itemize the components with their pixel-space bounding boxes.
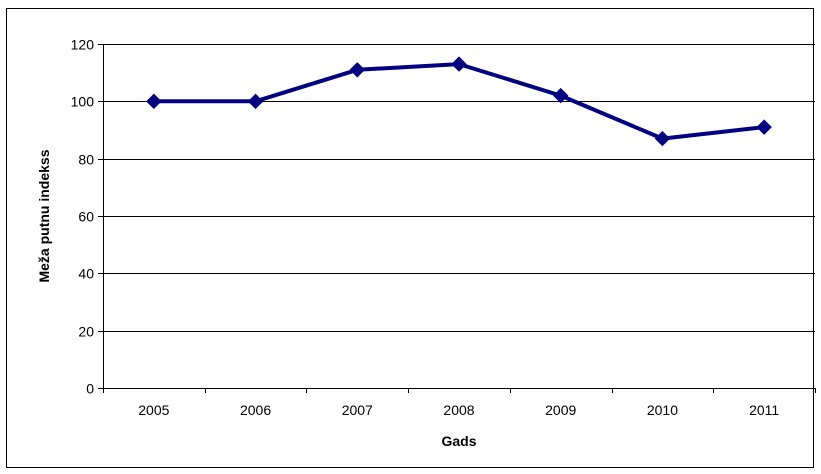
x-tick-labels: 2005 2006 2007 2008 2009 2010 2011 [138,402,779,418]
y-tick-label-120: 120 [71,37,95,53]
y-tick-label-80: 80 [78,152,94,168]
y-tick-labels: 0 20 40 60 80 100 120 [71,37,95,397]
x-tick-label-2010: 2010 [647,402,678,418]
data-point-2009 [554,89,568,103]
gridlines [103,45,815,332]
x-tick-label-2006: 2006 [240,402,271,418]
y-axis-title: Meža putnu indekss [36,149,52,282]
x-tick-label-2008: 2008 [443,402,474,418]
data-point-2006 [249,94,263,108]
data-point-2005 [147,94,161,108]
y-tick-label-100: 100 [71,94,95,110]
y-tick-label-40: 40 [78,266,94,282]
data-point-2011 [757,120,771,134]
x-tick-label-2009: 2009 [545,402,576,418]
axes [98,44,816,393]
data-point-2008 [452,57,466,71]
x-tick-label-2005: 2005 [138,402,169,418]
data-point-2010 [655,132,669,146]
x-tick-label-2007: 2007 [342,402,373,418]
y-tick-label-60: 60 [78,209,94,225]
x-axis-title: Gads [441,433,476,449]
x-tick-label-2011: 2011 [749,402,779,418]
data-point-2007 [350,63,364,77]
y-tick-label-0: 0 [86,381,94,397]
y-tick-label-20: 20 [78,324,94,340]
